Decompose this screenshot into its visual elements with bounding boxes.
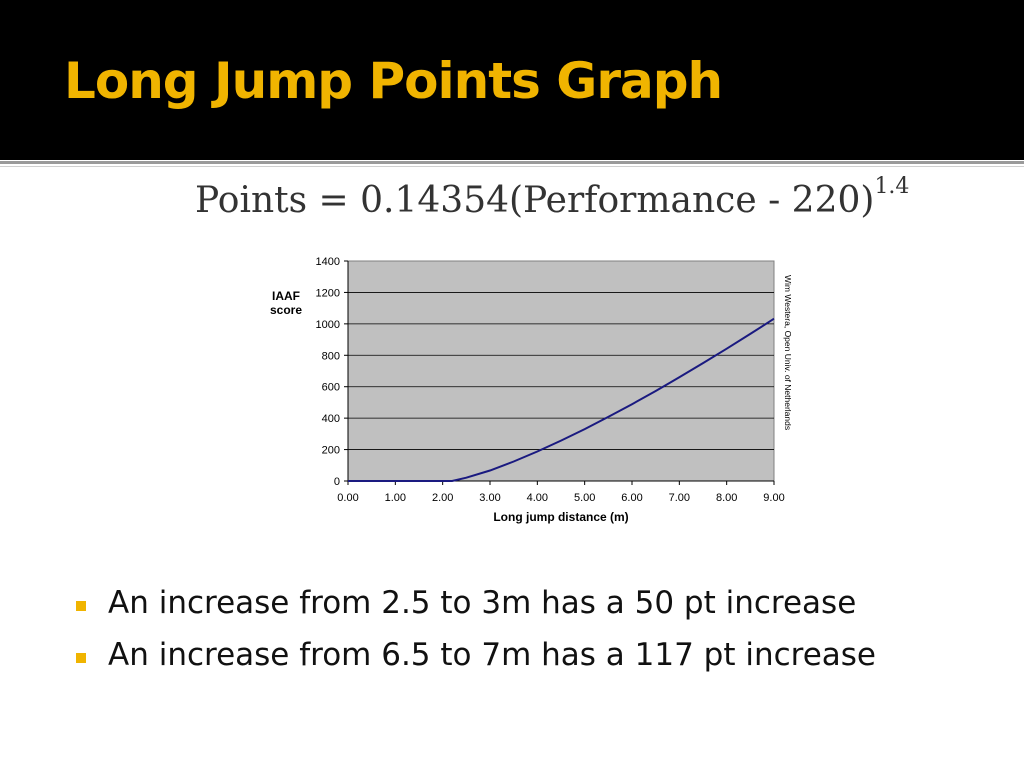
y-tick-label: 1000 [316, 319, 340, 331]
bullet-item: An increase from 6.5 to 7m has a 117 pt … [72, 637, 876, 689]
square-bullet-icon [76, 601, 86, 611]
y-tick-label: 400 [322, 413, 340, 425]
y-tick-label: 200 [322, 445, 340, 457]
x-tick-label: 2.00 [432, 492, 453, 504]
title-divider [0, 161, 1024, 164]
x-tick-label: 5.00 [574, 492, 595, 504]
bullet-list: An increase from 2.5 to 3m has a 50 pt i… [72, 585, 876, 689]
bullet-text: An increase from 6.5 to 7m has a 117 pt … [108, 637, 876, 673]
title-bar: Long Jump Points Graph [0, 0, 1024, 160]
series-line [348, 317, 775, 482]
x-tick-label: 9.00 [763, 492, 784, 504]
x-tick-label: 8.00 [716, 492, 737, 504]
x-tick-label: 1.00 [385, 492, 406, 504]
formula-text: Points = 0.14354(Performance - 220) [195, 180, 875, 221]
bullet-text: An increase from 2.5 to 3m has a 50 pt i… [108, 585, 857, 621]
attribution-note: Wim Westera, Open Univ. of Netherlands [783, 275, 793, 430]
x-tick-label: 7.00 [669, 492, 690, 504]
y-tick-label: 1400 [316, 256, 340, 268]
y-tick-label: 800 [322, 350, 340, 362]
y-tick-label: 600 [322, 382, 340, 394]
y-tick-label: 0 [334, 476, 340, 488]
x-tick-label: 4.00 [527, 492, 548, 504]
x-tick-label: 6.00 [621, 492, 642, 504]
x-axis-label: Long jump distance (m) [493, 510, 628, 524]
formula-exponent: 1.4 [874, 174, 910, 199]
bullet-item: An increase from 2.5 to 3m has a 50 pt i… [72, 585, 876, 637]
x-tick-label: 3.00 [479, 492, 500, 504]
square-bullet-icon [76, 653, 86, 663]
points-formula: Points = 0.14354(Performance - 220)1.4 [195, 174, 909, 221]
points-chart: 0 200 400 600 800 1000 1200 1400 0.00 1.00 2.00 3.0… [270, 256, 793, 524]
plot-area [347, 260, 775, 482]
y-axis-label: IAAF score [270, 289, 302, 317]
slide-title: Long Jump Points Graph [64, 52, 723, 110]
y-tick-label: 1200 [316, 287, 340, 299]
title-divider-thin [0, 166, 1024, 167]
x-tick-label: 0.00 [337, 492, 358, 504]
